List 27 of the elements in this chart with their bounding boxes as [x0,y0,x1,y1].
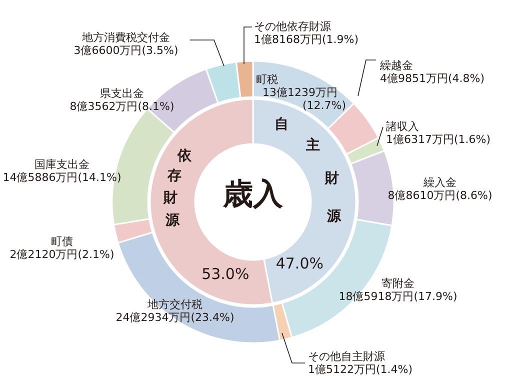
slice-label: 県支出金 [100,87,144,100]
slice-label: 依存財源 [162,148,192,229]
data-label: 8億8610万円(8.6%) [388,189,492,202]
data-label: 4億9851万円(4.8%) [380,72,485,86]
data-label: 47.0% [276,254,324,273]
slice-label: 町債 [51,235,73,248]
slice-label: 地方交付税 [146,298,202,312]
data-label: 14億5886万円(14.1%) [2,171,122,184]
data-label: 1億5122万円(1.4%) [308,363,413,376]
slice-label: その他自主財源 [308,350,385,364]
slice-label: その他依存財源 [254,20,331,34]
slice-label: 地方消費税交付金 [81,31,170,44]
data-label: 13億1239万円 (12.7%) [262,86,346,112]
data-label: 2億2120万円(2.1%) [10,248,114,262]
data-label: 53.0% [202,265,250,284]
data-label: 1億6317万円(1.6%) [386,133,491,146]
slice-label: 寄附金 [382,277,414,290]
slice-label: 繰入金 [422,176,456,190]
slice-label: 国庫支出金 [34,158,90,172]
data-label: 18億5918万円(17.9%) [338,290,458,304]
slice-label: 繰越金 [379,59,413,72]
data-label: 3億6600万円(3.5%) [74,44,178,58]
data-label: 1億8168万円(1.9%) [254,33,359,46]
data-label: 24億2934万円(23.4%) [116,311,234,324]
slice-label: 町税 [256,73,278,86]
slice-label: 諸収入 [386,120,419,134]
data-label: 8億3562万円(8.1%) [70,100,174,114]
